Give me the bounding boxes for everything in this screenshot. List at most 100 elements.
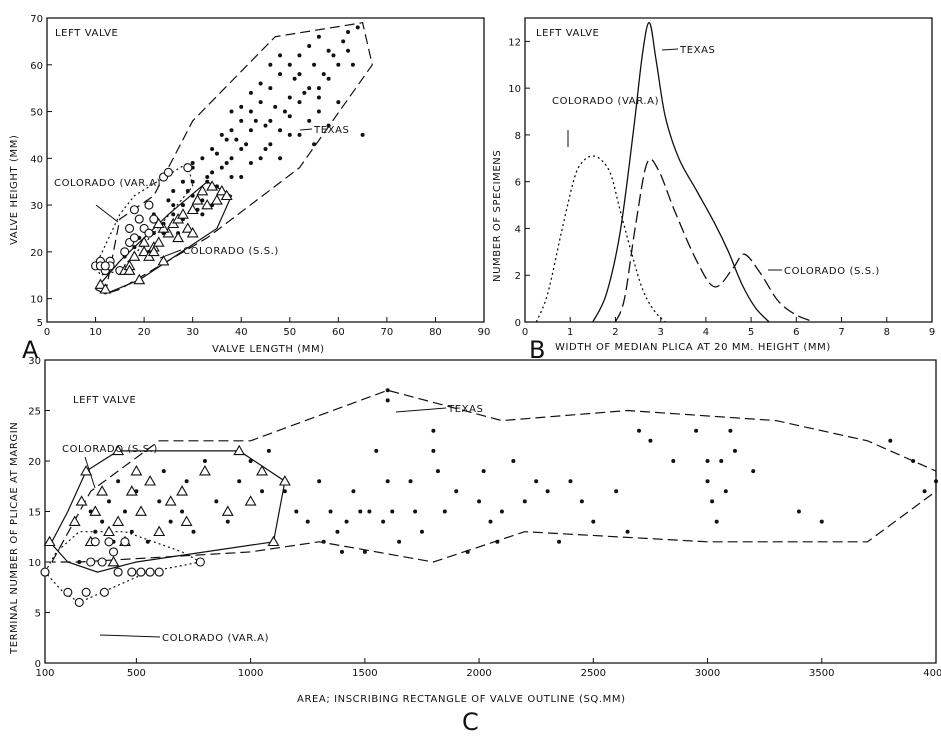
panel-c-point-texas bbox=[413, 509, 418, 514]
panel-c-point-colorado-s-s bbox=[256, 464, 268, 476]
panel-b-xtick-label: 5 bbox=[748, 327, 754, 338]
panel-c-point-texas bbox=[714, 519, 719, 524]
panel-a-point-texas bbox=[258, 156, 263, 161]
panel-b-annotation-var-a: COLORADO (VAR.A) bbox=[552, 96, 659, 107]
panel-b-line-texas bbox=[592, 22, 770, 323]
panel-a-point-colorado-s-s bbox=[133, 273, 146, 285]
panel-c-point-colorado-s-s bbox=[96, 485, 109, 496]
panel-a-hull-texas bbox=[104, 22, 373, 295]
panel-c-point-texas bbox=[495, 539, 500, 544]
panel-b-ytick-label: 12 bbox=[508, 37, 521, 48]
panel-a-xtick-label: 60 bbox=[332, 327, 345, 338]
panel-c-point-texas bbox=[202, 459, 207, 463]
panel-a-point-texas bbox=[297, 72, 302, 77]
panel-c-arrow-texas bbox=[395, 407, 447, 413]
panel-a-point-texas bbox=[244, 142, 249, 147]
panel-c-xtick-label: 100 bbox=[35, 668, 54, 679]
panel-c-point-colorado-s-s bbox=[112, 444, 125, 456]
panel-c-xtick-label: 3000 bbox=[695, 668, 720, 679]
panel-a-point-texas bbox=[321, 72, 326, 77]
panel-b-xtick-label: 2 bbox=[612, 327, 618, 338]
panel-c-point-texas bbox=[511, 459, 516, 463]
panel-a-xtick-label: 10 bbox=[89, 327, 102, 338]
panel-c-point-colorado-var-a bbox=[145, 567, 155, 577]
panel-a-point-texas bbox=[190, 179, 195, 184]
panel-a-point-texas bbox=[278, 156, 283, 161]
panel-b-xtick-label: 3 bbox=[657, 327, 663, 338]
panel-c-point-colorado-var-a bbox=[99, 587, 109, 597]
panel-b-line-colorado-var-a bbox=[535, 155, 666, 323]
panel-b-xtick-label: 1 bbox=[567, 327, 573, 338]
panel-a-point-texas bbox=[316, 95, 321, 100]
panel-a-point-texas bbox=[297, 100, 302, 105]
panel-a-point-texas bbox=[307, 118, 312, 123]
panel-c-annotation-var-a: COLORADO (VAR.A) bbox=[162, 633, 269, 644]
panel-c-point-texas bbox=[888, 438, 893, 443]
panel-a-point-colorado-s-s bbox=[177, 208, 189, 219]
panel-a-point-texas bbox=[171, 189, 176, 194]
panel-a-point-texas bbox=[219, 165, 224, 170]
panel-c-point-texas bbox=[385, 388, 390, 393]
panel-c-point-texas bbox=[557, 539, 562, 544]
panel-a-point-colorado-s-s bbox=[152, 236, 165, 247]
panel-b-arrow-texas bbox=[661, 48, 679, 51]
panel-c-point-colorado-s-s bbox=[144, 475, 157, 486]
panel-a-point-texas bbox=[258, 81, 263, 86]
panel-c-point-texas bbox=[431, 448, 436, 453]
panel-a-point-colorado-var-a bbox=[124, 223, 135, 234]
panel-c-ytick-label: 20 bbox=[28, 457, 41, 468]
panel-a-point-texas bbox=[287, 95, 292, 100]
panel-c-point-texas bbox=[340, 549, 344, 554]
panel-a-point-texas bbox=[180, 203, 185, 208]
panel-c-point-texas bbox=[408, 479, 413, 484]
panel-a-point-texas bbox=[331, 53, 336, 58]
panel-c-point-texas bbox=[93, 529, 98, 534]
panel-a-point-colorado-s-s bbox=[215, 184, 228, 196]
panel-c-point-colorado-var-a bbox=[113, 567, 123, 577]
panel-c-point-texas bbox=[157, 499, 162, 504]
panel-c-points bbox=[40, 388, 938, 607]
panel-a-point-texas bbox=[268, 118, 273, 123]
panel-a-point-texas bbox=[278, 72, 283, 77]
panel-a-title: LEFT VALVE bbox=[55, 28, 118, 39]
panel-b-xtick-label: 9 bbox=[929, 327, 935, 338]
panel-a-ytick-label: 10 bbox=[30, 295, 43, 306]
panel-b-letter: B bbox=[529, 336, 545, 364]
panel-b-xtick-label: 0 bbox=[522, 327, 528, 338]
panel-b-title: LEFT VALVE bbox=[536, 28, 599, 39]
panel-a-point-texas bbox=[229, 109, 234, 114]
panel-a-ytick-label: 40 bbox=[30, 154, 43, 165]
panel-c-point-texas bbox=[732, 448, 737, 453]
panel-b-lines bbox=[535, 22, 815, 323]
panel-c-point-texas bbox=[260, 489, 265, 494]
panel-c-point-texas bbox=[431, 428, 436, 433]
panel-a-point-texas bbox=[346, 48, 351, 53]
panel-c-ytick-label: 10 bbox=[28, 558, 41, 569]
panel-c-point-texas bbox=[191, 529, 196, 534]
panel-c-point-texas bbox=[579, 499, 584, 504]
panel-a-point-texas bbox=[326, 76, 331, 81]
panel-a-point-texas bbox=[312, 62, 317, 67]
panel-c-point-texas bbox=[351, 489, 356, 494]
panel-a-ylabel: VALVE HEIGHT (MM) bbox=[9, 135, 20, 245]
panel-c-xtick-label: 2000 bbox=[466, 668, 491, 679]
panel-a-point-colorado-s-s bbox=[172, 231, 185, 243]
panel-a-point-texas bbox=[316, 109, 321, 114]
panel-c-point-texas bbox=[294, 509, 299, 514]
panel-b-ytick-label: 2 bbox=[515, 271, 521, 282]
panel-a-ticks: 0 10 20 30 40 50 60 70 80 90 5 10 20 30 40 50 60 70 bbox=[30, 14, 490, 338]
panel-c-point-texas bbox=[911, 459, 916, 463]
panel-c-point-texas bbox=[710, 499, 715, 504]
panel-c-point-texas bbox=[321, 539, 326, 544]
panel-a-point-texas bbox=[326, 48, 331, 53]
panel-c-point-colorado-s-s bbox=[125, 485, 138, 496]
panel-a-point-colorado-s-s bbox=[186, 203, 199, 215]
panel-c-hulls bbox=[44, 389, 937, 604]
panel-c-point-texas bbox=[106, 499, 111, 504]
panel-c-ytick-label: 0 bbox=[35, 659, 41, 670]
panel-c-point-texas bbox=[335, 529, 340, 534]
panel-c-point-texas bbox=[694, 428, 699, 433]
panel-c-point-texas bbox=[488, 519, 493, 524]
panel-c-point-texas bbox=[100, 519, 105, 524]
